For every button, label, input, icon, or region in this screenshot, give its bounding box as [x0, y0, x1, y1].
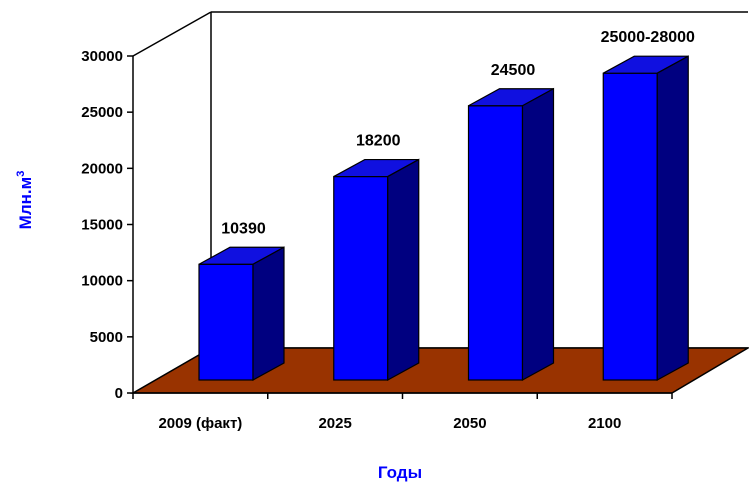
bar-front: [467, 105, 524, 381]
data-label: 10390: [221, 220, 266, 237]
bar-front: [198, 263, 254, 381]
x-tick-label: 2025: [318, 415, 351, 432]
y-tick-label: 10000: [81, 273, 123, 290]
bar-side: [521, 87, 555, 382]
bar-side: [252, 246, 285, 382]
y-ticks: 0 5000 10000 15000 20000 25000 30000: [81, 48, 133, 402]
wall-top-edge: [132, 11, 212, 57]
bar: [602, 55, 689, 382]
y-tick-label: 30000: [81, 48, 123, 65]
x-tick-label: 2100: [588, 415, 621, 432]
bar-front: [333, 175, 389, 381]
y-tick-label: 5000: [90, 329, 123, 346]
bar: [467, 87, 555, 382]
y-axis-title-superscript: 3: [15, 171, 27, 177]
data-label: 24500: [491, 62, 536, 79]
y-axis-title: Млн.м3: [15, 171, 35, 230]
bars: [198, 55, 689, 382]
y-axis-title-main: Млн.м: [16, 177, 35, 230]
y-tick-label: 20000: [81, 160, 123, 177]
data-labels: 10390 18200 24500 25000-28000: [221, 29, 695, 237]
x-tick-label: 2050: [453, 415, 486, 432]
x-tick-label: 2009 (факт): [158, 415, 242, 432]
bar-front: [602, 72, 658, 381]
bar-side: [387, 158, 420, 382]
x-axis-title: Годы: [378, 463, 422, 482]
bar: [333, 158, 420, 382]
data-label: 18200: [356, 133, 401, 150]
data-label: 25000-28000: [601, 29, 695, 46]
x-ticks: 2009 (факт) 2025 2050 2100: [132, 393, 673, 432]
bar: [198, 246, 285, 382]
y-tick-label: 15000: [81, 217, 123, 234]
bar-side: [656, 55, 689, 382]
y-tick-label: 0: [115, 385, 123, 402]
y-tick-label: 25000: [81, 104, 123, 121]
